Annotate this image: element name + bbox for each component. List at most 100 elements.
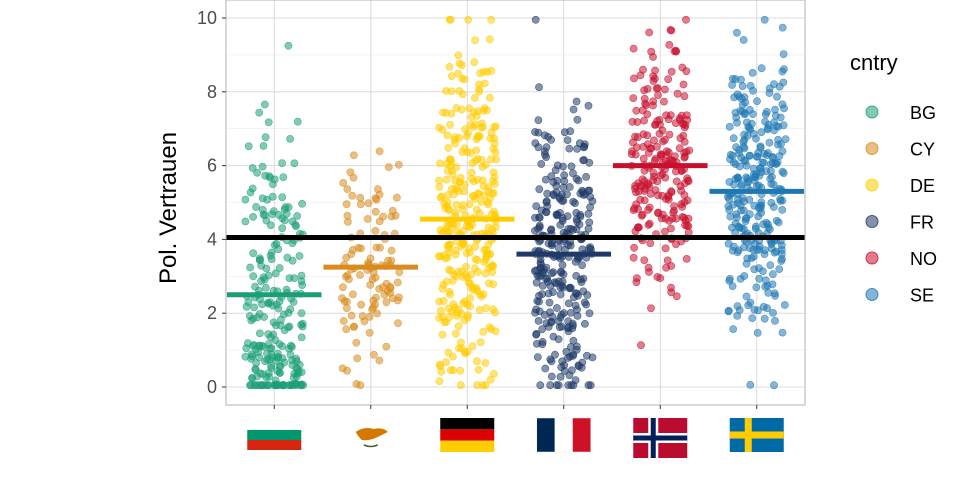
data-point-bg — [297, 277, 306, 285]
data-point-fr — [541, 364, 550, 373]
data-point-se — [748, 314, 757, 322]
data-point-fr — [547, 172, 556, 181]
data-point-de — [475, 306, 484, 314]
data-point-de — [457, 105, 466, 114]
data-point-no — [661, 85, 669, 94]
data-point-se — [773, 92, 781, 101]
germany-flag — [440, 418, 495, 452]
data-point-cy — [348, 290, 357, 299]
data-point-se — [764, 223, 773, 232]
data-point-fr — [586, 203, 594, 212]
data-point-se — [775, 265, 784, 273]
data-point-bg — [267, 350, 276, 359]
data-point-no — [649, 101, 657, 110]
data-point-no — [655, 116, 664, 124]
data-point-cy — [369, 350, 378, 359]
data-point-no — [645, 28, 654, 37]
data-point-bg — [249, 272, 258, 281]
data-point-bg — [255, 108, 264, 117]
data-point-se — [778, 100, 787, 109]
data-point-fr — [547, 318, 556, 327]
data-point-se — [731, 160, 740, 168]
data-point-no — [640, 94, 649, 103]
data-point-cy — [338, 294, 346, 303]
data-point-de — [472, 357, 481, 366]
data-point-fr — [546, 381, 555, 390]
data-point-de — [444, 244, 453, 253]
data-point-se — [725, 195, 733, 203]
data-point-cy — [347, 311, 356, 320]
data-point-no — [661, 227, 669, 236]
legend-title: cntry — [850, 50, 898, 75]
data-point-cy — [349, 151, 358, 160]
data-point-fr — [573, 115, 582, 124]
data-point-de — [464, 15, 473, 24]
data-point-se — [725, 122, 734, 131]
data-point-fr — [536, 381, 545, 390]
data-point-cy — [386, 282, 395, 291]
data-point-de — [468, 342, 477, 350]
data-point-de — [457, 242, 465, 251]
data-point-no — [661, 244, 670, 253]
data-point-cy — [352, 380, 361, 388]
data-point-de — [487, 66, 496, 75]
data-point-cy — [384, 163, 393, 171]
data-point-no — [678, 63, 687, 72]
data-point-fr — [558, 261, 567, 269]
data-point-de — [456, 366, 465, 375]
data-point-de — [453, 311, 461, 320]
data-point-cy — [375, 356, 384, 365]
data-point-fr — [556, 372, 565, 381]
data-point-no — [633, 274, 641, 283]
data-point-de — [461, 125, 469, 134]
data-point-fr — [578, 186, 587, 195]
data-point-de — [439, 108, 447, 117]
data-point-de — [484, 200, 493, 209]
data-point-se — [779, 121, 788, 130]
data-point-bg — [257, 261, 266, 270]
data-point-bg — [260, 211, 269, 219]
data-point-bg — [278, 224, 287, 233]
data-point-de — [447, 109, 456, 118]
data-point-de — [462, 249, 471, 258]
data-point-se — [733, 28, 741, 37]
data-point-cy — [356, 193, 365, 202]
data-point-se — [778, 147, 787, 156]
data-point-cy — [366, 254, 375, 263]
data-point-no — [634, 187, 643, 196]
legend-key-fr — [865, 215, 879, 228]
data-point-fr — [533, 339, 541, 348]
data-point-de — [455, 87, 464, 95]
data-point-de — [458, 148, 467, 156]
data-point-no — [667, 67, 676, 76]
norway-flag — [633, 418, 688, 458]
data-point-se — [777, 245, 786, 254]
data-point-bg — [259, 142, 268, 150]
data-point-se — [771, 291, 779, 300]
data-point-de — [467, 113, 476, 121]
data-point-se — [769, 308, 777, 317]
data-point-fr — [559, 162, 567, 171]
data-point-se — [737, 180, 746, 189]
data-point-se — [731, 75, 740, 84]
data-point-de — [476, 338, 485, 347]
data-point-cy — [352, 338, 361, 347]
data-point-bg — [297, 380, 306, 389]
data-point-bg — [252, 345, 260, 354]
data-point-se — [771, 316, 779, 325]
data-point-bg — [278, 214, 287, 223]
data-point-se — [732, 113, 741, 122]
data-point-se — [778, 167, 787, 176]
data-point-se — [771, 105, 779, 114]
data-point-fr — [558, 357, 567, 366]
data-point-no — [656, 274, 665, 282]
data-point-se — [740, 197, 748, 206]
data-point-bg — [290, 159, 299, 168]
data-point-se — [770, 381, 778, 390]
data-point-se — [728, 223, 736, 232]
data-point-bg — [295, 252, 304, 260]
data-point-fr — [574, 176, 583, 185]
data-point-cy — [371, 194, 380, 203]
data-point-fr — [547, 372, 556, 381]
